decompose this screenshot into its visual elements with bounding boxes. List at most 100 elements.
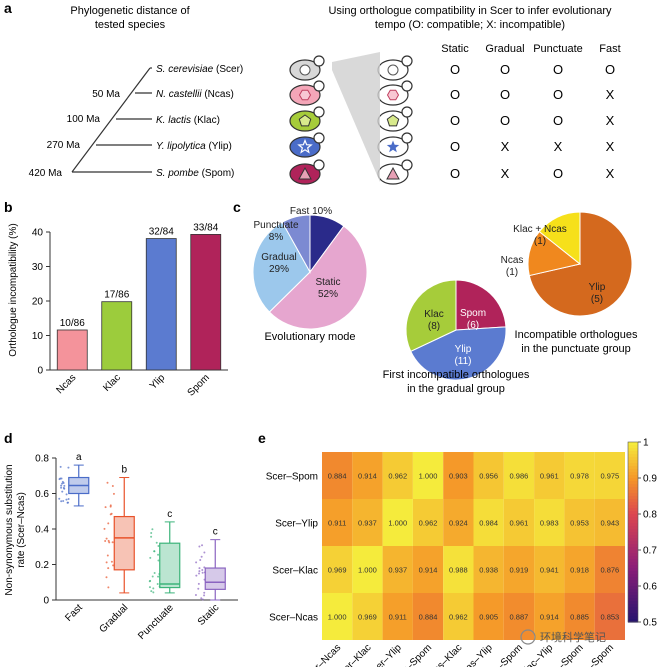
table-cell: X	[606, 113, 615, 128]
data-point	[157, 575, 160, 578]
data-point	[153, 550, 156, 553]
data-point	[203, 551, 206, 554]
data-point	[60, 477, 63, 480]
panel-b: b Orthologue incompatibility (%) 0 10 20 30…	[4, 199, 228, 399]
data-point	[157, 559, 160, 562]
yeast-bud-icon	[401, 55, 413, 67]
significance-letter: a	[76, 452, 82, 463]
yeast-bud-icon	[313, 55, 325, 67]
data-point	[61, 490, 64, 493]
data-point	[65, 498, 68, 501]
colorbar-step	[628, 586, 638, 590]
table-cell: O	[450, 139, 460, 154]
panel-e-letter: e	[258, 430, 266, 446]
pie-slice-label: Ncas (1)	[501, 255, 524, 278]
table-column-header: Fast	[599, 43, 620, 55]
heatmap-cell	[443, 546, 474, 593]
heatmap-col-label: Scer–Ncas	[301, 642, 343, 667]
data-point	[67, 466, 70, 469]
yeast-icon-right	[377, 106, 413, 132]
nucleus-circle-icon	[387, 64, 399, 76]
pie-charts: Static 52% Gradual 29% Punctuate 8% Fast 10% Sp…	[252, 206, 633, 381]
heatmap-row-label: Scer–Ncas	[269, 613, 318, 624]
heatmap-cell	[382, 546, 413, 593]
pie3-caption-1: Incompatible orthologues	[515, 329, 638, 341]
heatmap-cell	[382, 593, 413, 640]
heatmap-cell	[322, 546, 353, 593]
data-point	[150, 535, 153, 538]
colorbar-step	[628, 529, 638, 533]
significance-letter: c	[213, 527, 218, 538]
data-point	[153, 572, 156, 575]
data-point	[62, 482, 65, 485]
heatmap-cell-value: 0.988	[449, 566, 468, 575]
pie-slice-label: Ylip (5)	[589, 282, 606, 305]
colorbar-step	[628, 568, 638, 572]
bar-category-label: Spom	[186, 372, 212, 398]
heatmap-cell	[564, 452, 595, 499]
heatmap-cell-value: 0.887	[510, 613, 529, 622]
colorbar-step	[628, 580, 638, 584]
box-category-label: Gradual	[97, 602, 130, 635]
heatmap-cell	[322, 593, 353, 640]
colorbar-step	[628, 616, 638, 620]
heatmap-cell	[534, 452, 565, 499]
heatmap-cell	[503, 593, 535, 640]
data-point	[151, 575, 154, 578]
heatmap-col-label: Ncas–Ylip	[455, 642, 495, 667]
pentagon-icon	[298, 114, 312, 127]
box-y-tick-label: 0	[43, 596, 49, 607]
species-label: K. lactis (Klac)	[156, 115, 220, 126]
colorbar-step	[628, 541, 638, 545]
heatmap-cell-value: 0.885	[570, 613, 589, 622]
bar-value-label: 33/84	[193, 222, 218, 233]
yeast-icon-left	[289, 159, 325, 185]
data-point	[150, 532, 153, 535]
box-y-tick-label: 0.8	[35, 454, 49, 465]
table-cell: O	[450, 113, 460, 128]
colorbar-step	[628, 547, 638, 551]
heatmap-cell	[594, 546, 625, 593]
data-point	[105, 561, 108, 564]
pie-slice	[455, 279, 507, 331]
heatmap-cell-value: 0.986	[510, 472, 529, 481]
data-point	[151, 528, 154, 531]
heatmap-cell-value: 1.000	[419, 472, 438, 481]
colorbar-step	[628, 553, 638, 557]
panel-a-right-title-1: Using orthologue compatibility in Scer t…	[328, 5, 612, 17]
table-cell: O	[553, 62, 563, 77]
phylogenetic-tree	[71, 67, 152, 173]
heatmap-cell-value: 1.000	[328, 613, 347, 622]
bar-y-tick-label: 0	[37, 366, 43, 377]
colorbar-step	[628, 559, 638, 563]
box-y-tick-label: 0.4	[35, 525, 49, 536]
data-point	[201, 598, 204, 601]
triangle-icon	[386, 166, 400, 180]
pentagon-icon	[386, 114, 400, 127]
heatmap-cell	[412, 452, 444, 499]
heatmap-row-label: Scer–Spom	[266, 472, 318, 483]
heatmap-col-label: Scer–Ylip	[366, 642, 404, 667]
data-point	[103, 527, 106, 530]
table-cell: O	[450, 166, 460, 181]
yeast-icon-right	[377, 80, 413, 106]
heatmap-cell	[594, 499, 625, 546]
colorbar-step	[628, 526, 638, 530]
heatmap-cell	[503, 546, 535, 593]
data-point	[198, 545, 201, 548]
data-point	[197, 587, 200, 590]
heatmap-cell	[594, 452, 625, 499]
data-point	[105, 537, 108, 540]
yeast-icon-left	[289, 80, 325, 106]
colorbar-step	[628, 466, 638, 470]
panel-c: c Static 52% Gradual 29% Punctuate 8% Fast 10%…	[233, 199, 638, 395]
colorbar-step	[628, 475, 638, 479]
heatmap-cell-value: 0.978	[570, 472, 589, 481]
heatmap-cell	[443, 452, 474, 499]
heatmap-cell	[473, 546, 504, 593]
heatmap-cell-value: 0.911	[389, 613, 407, 622]
pie-slice-label: Fast 10%	[290, 206, 332, 217]
nucleus-shape-icon	[386, 166, 400, 180]
data-point	[110, 560, 113, 563]
heatmap-cell-value: 0.911	[328, 519, 346, 528]
